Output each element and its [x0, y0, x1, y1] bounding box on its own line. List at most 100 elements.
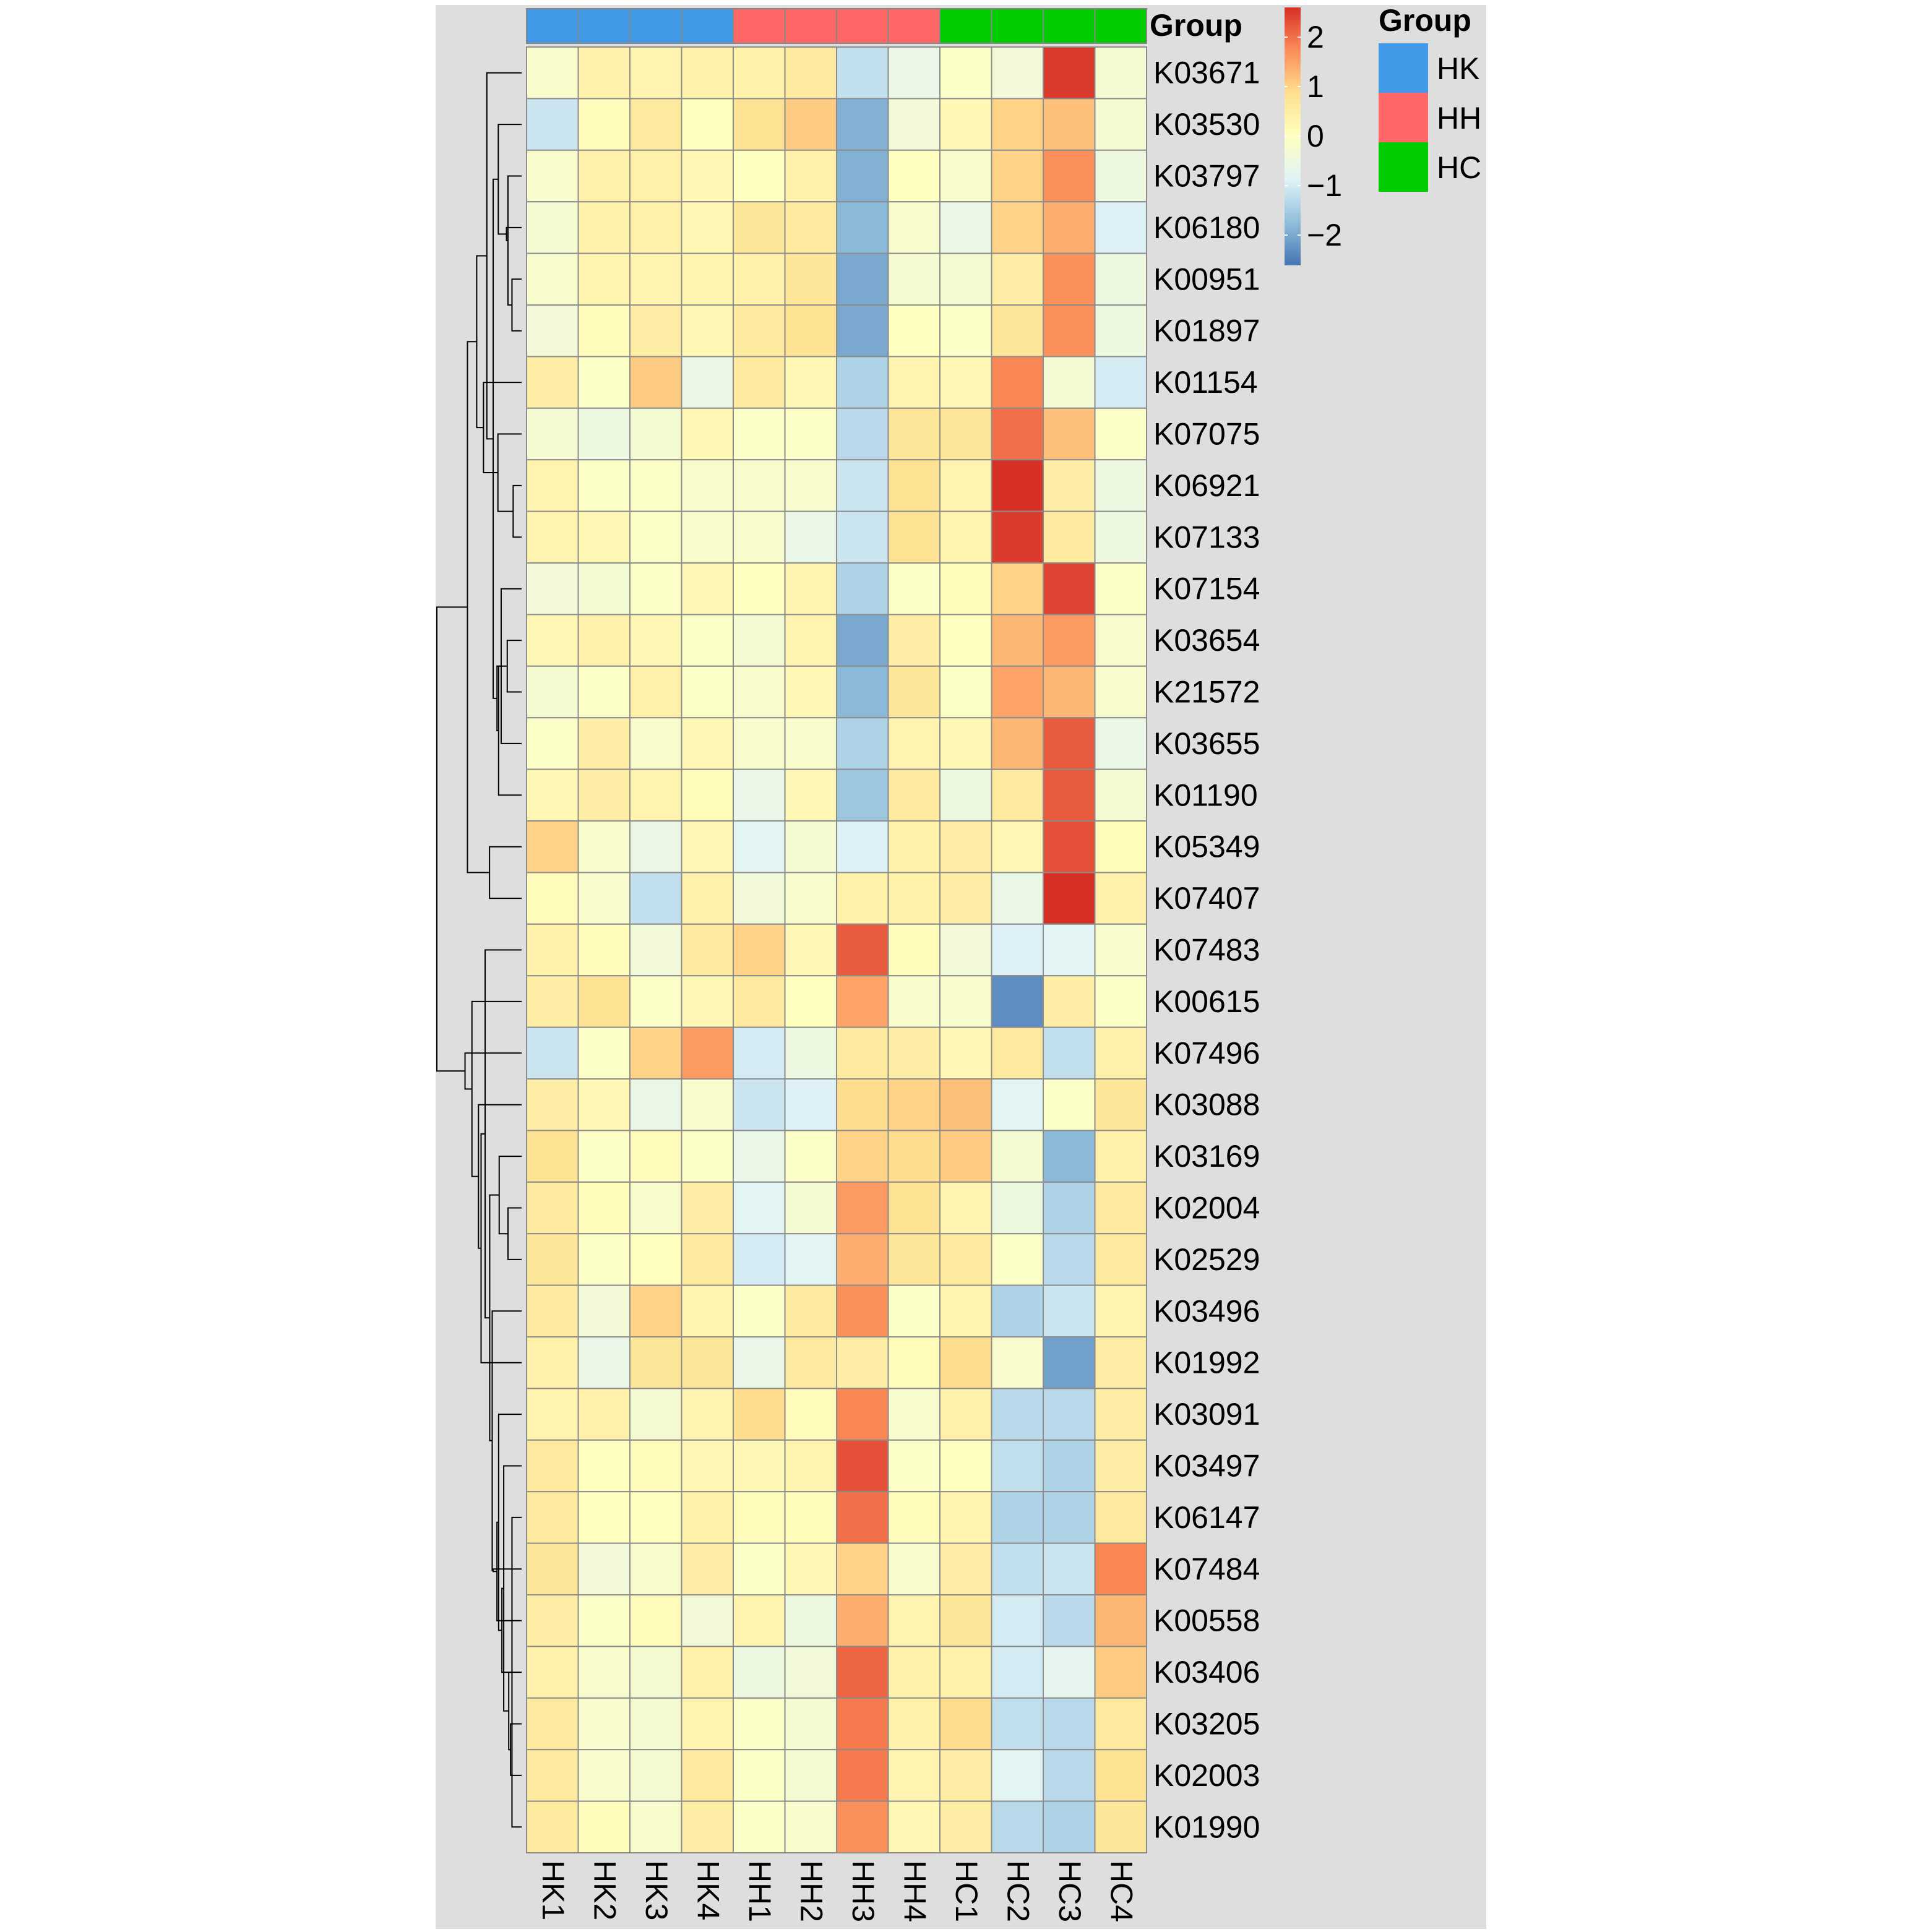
heatmap-cell: [577, 820, 631, 874]
colorbar-segment: [1285, 186, 1301, 189]
heatmap-cell: [939, 1439, 992, 1493]
dendrogram-branch: [497, 433, 522, 512]
heatmap-cell: [939, 820, 992, 874]
heatmap-cell: [887, 1388, 941, 1441]
heatmap-cell: [629, 1491, 682, 1544]
heatmap-cell: [836, 1078, 889, 1131]
heatmap-cell: [577, 510, 631, 564]
colorbar-segment: [1285, 238, 1301, 241]
heatmap-cell: [629, 1800, 682, 1854]
colorbar-segment: [1285, 12, 1301, 15]
heatmap-cell: [939, 1388, 992, 1441]
heatmap-cell: [887, 1749, 941, 1802]
colorbar-segment: [1285, 116, 1301, 119]
heatmap-cell: [887, 1130, 941, 1183]
heatmap-cell: [681, 304, 734, 358]
heatmap-cell: [577, 1800, 631, 1854]
dendrogram-branch: [497, 665, 522, 796]
colorbar-segment: [1285, 208, 1301, 211]
heatmap-cell: [836, 1594, 889, 1647]
heatmap-cell: [577, 46, 631, 100]
heatmap-cell: [577, 1749, 631, 1802]
heatmap-cell: [629, 665, 682, 719]
row-label: K07484: [1153, 1552, 1260, 1586]
colorbar-segment: [1285, 106, 1301, 109]
heatmap-cell: [681, 1233, 734, 1286]
heatmap-cell: [733, 407, 786, 461]
row-label: K02003: [1153, 1758, 1260, 1793]
heatmap-cell: [939, 717, 992, 770]
colorbar-segment: [1285, 223, 1301, 226]
heatmap-cell: [836, 1130, 889, 1183]
heatmap-cell: [577, 1233, 631, 1286]
heatmap-cell: [1043, 1749, 1096, 1802]
colorbar-segment: [1285, 84, 1301, 87]
row-label: K03655: [1153, 726, 1260, 761]
heatmap-cell: [836, 1800, 889, 1854]
heatmap-cell: [784, 614, 837, 667]
annotation-title: Group: [1150, 8, 1242, 43]
heatmap-cell: [939, 923, 992, 977]
dendrogram-branch: [503, 1465, 522, 1712]
heatmap-cell: [681, 1130, 734, 1183]
heatmap-cell: [887, 1233, 941, 1286]
heatmap-cell: [939, 46, 992, 100]
heatmap-cell: [526, 614, 579, 667]
heatmap-cell: [681, 46, 734, 100]
heatmap-cell: [836, 1697, 889, 1751]
row-label: K06180: [1153, 210, 1260, 245]
heatmap-cell: [681, 1439, 734, 1493]
colorbar-segment: [1285, 191, 1301, 194]
column-label: HK3: [639, 1860, 674, 1920]
heatmap-cell: [836, 665, 889, 719]
heatmap-cell: [733, 1026, 786, 1080]
heatmap-cell: [526, 1130, 579, 1183]
heatmap-cell: [1094, 717, 1147, 770]
heatmap-cell: [629, 1130, 682, 1183]
annotation-cell: [526, 8, 579, 44]
heatmap-cell: [784, 46, 837, 100]
row-label: K03088: [1153, 1088, 1260, 1122]
colorbar-segment: [1285, 99, 1301, 102]
heatmap-cell: [991, 1749, 1044, 1802]
colorbar-segment: [1285, 218, 1301, 221]
heatmap-cell: [991, 1646, 1044, 1699]
heatmap-cell: [991, 562, 1044, 616]
heatmap-cell: [939, 510, 992, 564]
colorbar-segment: [1285, 25, 1301, 28]
heatmap-cell: [577, 356, 631, 409]
column-annotation-bar: [526, 8, 1147, 44]
annotation-cell: [733, 8, 786, 44]
heatmap-cell: [526, 1388, 579, 1441]
colorbar-segment: [1285, 40, 1301, 43]
colorbar-segment: [1285, 59, 1301, 62]
heatmap-cell: [991, 1026, 1044, 1080]
colorbar-segment: [1285, 156, 1301, 159]
heatmap-cell: [526, 1284, 579, 1338]
heatmap-cell: [836, 1646, 889, 1699]
heatmap-cell: [733, 1181, 786, 1235]
heatmap-cell: [577, 923, 631, 977]
heatmap-cell: [681, 768, 734, 822]
heatmap-cell: [784, 1181, 837, 1235]
column-label: HC1: [949, 1860, 984, 1922]
heatmap-cell: [629, 1749, 682, 1802]
dendrogram-branch: [510, 1723, 522, 1776]
colorbar-segment: [1285, 126, 1301, 129]
heatmap-cell: [577, 768, 631, 822]
heatmap-cell: [1043, 1026, 1096, 1080]
heatmap-cell: [1094, 923, 1147, 977]
colorbar-tick-label: 1: [1307, 69, 1324, 104]
heatmap-cell: [733, 1800, 786, 1854]
heatmap-cell: [733, 665, 786, 719]
heatmap-cell: [733, 356, 786, 409]
group-legend: HK HH HC: [1379, 43, 1481, 192]
row-label: K07407: [1153, 881, 1260, 916]
colorbar-segment: [1285, 228, 1301, 231]
heatmap-cells: [526, 46, 1147, 1854]
heatmap-cell: [733, 717, 786, 770]
row-label: K02529: [1153, 1242, 1260, 1277]
heatmap-cell: [681, 1181, 734, 1235]
heatmap-cell: [629, 820, 682, 874]
colorbar-segment: [1285, 32, 1301, 35]
